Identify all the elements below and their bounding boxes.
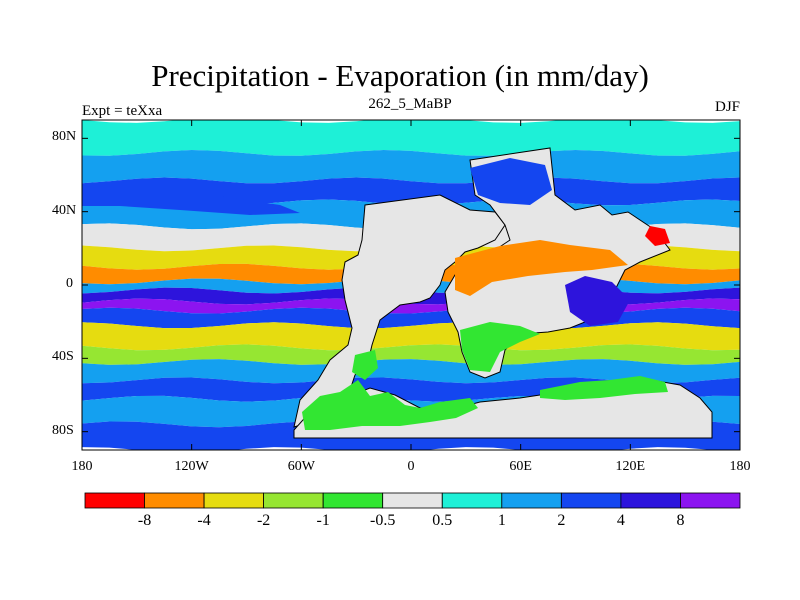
- lat-tick-label: 40N: [52, 202, 77, 218]
- colorbar-label: 4: [616, 512, 625, 529]
- lon-tick-label: 180: [729, 459, 751, 474]
- colorbar-swatch: [84, 492, 145, 509]
- lon-tick-label: 60W: [287, 459, 315, 474]
- colorbar-swatch: [620, 492, 681, 509]
- time-label: 262_5_MaBP: [368, 96, 452, 112]
- field-features: [82, 147, 713, 439]
- lat-tick-label: 40S: [52, 349, 74, 365]
- colorbar-swatch: [561, 492, 622, 509]
- experiment-label: Expt = teXxa: [82, 103, 163, 119]
- colorbar: [84, 492, 741, 509]
- north-pacific-wet: [82, 188, 300, 215]
- lon-tick-label: 120W: [174, 459, 209, 474]
- field-band: [82, 177, 740, 206]
- east-eurasia-dry-patch: [645, 226, 670, 246]
- colorbar-swatch: [263, 492, 324, 509]
- colorbar-label: -1: [316, 512, 330, 529]
- colorbar-label: -2: [256, 512, 271, 529]
- tropical-dry-core: [455, 240, 628, 296]
- colorbar-label: 8: [676, 512, 685, 529]
- field-band: [82, 344, 740, 365]
- lat-tick-label: 0: [66, 276, 73, 291]
- map-axes: [81, 120, 741, 450]
- lon-tick-label: 120E: [615, 459, 646, 474]
- southern-land-green-2: [540, 376, 668, 400]
- colorbar-label: -0.5: [370, 512, 396, 529]
- colorbar-label: -8: [137, 512, 152, 529]
- tropical-wet-core: [565, 276, 630, 326]
- lat-tick-label: 80N: [52, 129, 77, 145]
- southern-land-green: [302, 380, 478, 430]
- colorbar-swatch: [680, 492, 741, 509]
- colorbar-label: 2: [557, 512, 566, 529]
- colorbar-swatch: [441, 492, 503, 509]
- lon-tick-label: 0: [407, 459, 415, 474]
- colorbar-label: 0.5: [432, 512, 453, 529]
- colorbar-label: 1: [497, 512, 506, 529]
- colorbar-label: -4: [197, 512, 211, 529]
- africa-green: [460, 322, 540, 372]
- field-band: [82, 120, 740, 156]
- colorbar-swatch: [322, 492, 384, 509]
- lon-tick-label: 60E: [509, 459, 532, 474]
- americas-green: [352, 350, 378, 380]
- field-band: [82, 359, 740, 384]
- colorbar-swatch: [382, 492, 443, 509]
- lat-tick-label: 80S: [52, 422, 74, 438]
- northern-continent-wet-area: [470, 158, 552, 205]
- field-band: [82, 150, 740, 184]
- field-band: [82, 322, 740, 351]
- season-label: DJF: [714, 99, 740, 115]
- plot-title: Precipitation - Evaporation (in mm/day): [151, 58, 649, 93]
- colorbar-swatch: [501, 492, 562, 509]
- colorbar-swatch: [203, 492, 265, 509]
- colorbar-swatch: [144, 492, 205, 509]
- lon-tick-label: 180: [71, 459, 93, 474]
